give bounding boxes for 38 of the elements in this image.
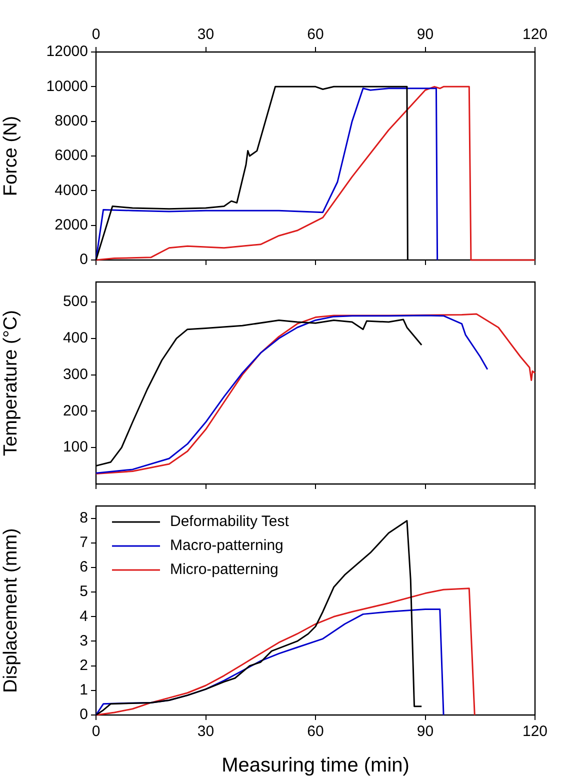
x2-tick-label: 60 <box>307 26 324 44</box>
y-tick-label: 0 <box>80 251 88 268</box>
x-tick-label: 90 <box>416 723 434 740</box>
legend-label: Deformability Test <box>170 513 290 530</box>
x-axis-title: Measuring time (min) <box>222 754 410 777</box>
x2-tick-label: 120 <box>522 26 548 44</box>
y-tick-label: 0 <box>80 706 88 724</box>
y-tick-label: 6 <box>80 558 88 576</box>
y-tick-label: 500 <box>62 293 88 310</box>
y-axis-title: Temperature (°C) <box>0 310 22 456</box>
x2-tick-label: 90 <box>416 26 434 44</box>
y-tick-label: 5 <box>80 583 88 600</box>
y-tick-label: 7 <box>80 534 88 552</box>
x2-tick-label: 30 <box>197 26 214 44</box>
x-tick-label: 30 <box>197 723 214 740</box>
legend-label: Micro-patterning <box>170 561 278 578</box>
y-axis-title: Force (N) <box>0 116 22 196</box>
x-tick-label: 120 <box>522 723 548 740</box>
y-tick-label: 8 <box>80 509 88 526</box>
y-tick-label: 2000 <box>54 216 88 234</box>
y-tick-label: 1 <box>80 682 88 699</box>
y-tick-label: 2 <box>80 656 88 674</box>
y-tick-label: 400 <box>62 330 88 347</box>
y-tick-label: 4 <box>80 608 88 625</box>
y-tick-label: 8000 <box>54 112 88 130</box>
y-axis-title: Displacement (mm) <box>0 528 22 693</box>
y-tick-label: 12000 <box>46 43 88 60</box>
legend-label: Macro-patterning <box>170 537 284 554</box>
y-tick-label: 3 <box>80 632 88 650</box>
x-tick-label: 0 <box>92 723 100 740</box>
x2-tick-label: 0 <box>92 26 100 44</box>
x-tick-label: 60 <box>307 723 324 740</box>
y-tick-label: 300 <box>62 366 88 383</box>
y-tick-label: 4000 <box>54 182 88 199</box>
y-tick-label: 6000 <box>54 147 88 164</box>
y-tick-label: 100 <box>62 438 88 456</box>
y-tick-label: 10000 <box>46 78 88 95</box>
y-tick-label: 200 <box>62 402 88 420</box>
